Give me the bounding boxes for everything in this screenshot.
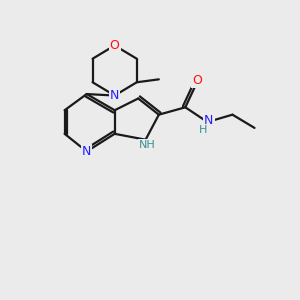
Text: N: N xyxy=(82,145,92,158)
Text: N: N xyxy=(204,114,214,127)
Text: O: O xyxy=(110,39,120,52)
Text: H: H xyxy=(199,125,207,135)
Text: NH: NH xyxy=(139,140,155,150)
Text: O: O xyxy=(192,74,202,87)
Text: N: N xyxy=(110,89,119,102)
